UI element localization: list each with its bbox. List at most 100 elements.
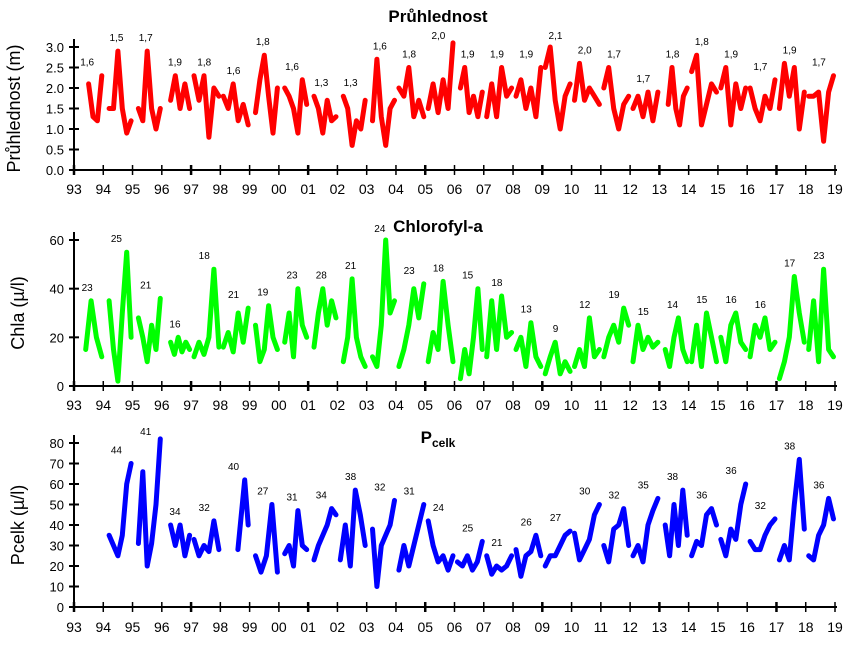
data-line-segment: [135, 436, 163, 569]
x-tick-label: 15: [710, 181, 726, 197]
annual-mean-label: 1,9: [490, 50, 504, 61]
data-line-segment: [689, 52, 719, 128]
annual-mean-label: 38: [784, 441, 796, 452]
annual-mean-label: 35: [638, 480, 650, 491]
data-line-segment: [601, 305, 632, 360]
x-tick-label: 96: [154, 619, 170, 635]
annual-mean-label: 36: [726, 466, 738, 477]
y-tick-label: 2.0: [46, 81, 64, 96]
x-tick-label: 93: [66, 397, 82, 413]
annual-mean-label: 18: [491, 278, 503, 289]
annual-mean-label: 36: [696, 491, 708, 502]
annual-mean-label: 32: [199, 503, 211, 514]
x-tick-label: 08: [505, 619, 521, 635]
x-tick-label: 03: [359, 181, 375, 197]
annual-mean-label: 1,9: [168, 58, 182, 69]
chart-title: Průhlednost: [388, 7, 488, 26]
x-tick-label: 97: [183, 181, 199, 197]
annual-mean-label: 38: [667, 472, 679, 483]
y-tick-label: 0.5: [46, 143, 64, 158]
x-tick-label: 14: [681, 619, 697, 635]
annual-mean-label: 21: [228, 290, 240, 301]
x-tick-label: 01: [300, 181, 316, 197]
data-line-segment: [806, 73, 836, 144]
annual-mean-label: 26: [521, 517, 533, 528]
y-tick-label: 60: [50, 233, 64, 248]
annual-mean-label: 21: [140, 280, 152, 291]
chart-title-text: Chlorofyl-a: [393, 217, 483, 236]
annual-mean-label: 1,7: [636, 74, 650, 85]
data-line-segment: [282, 77, 310, 136]
annual-mean-label: 25: [111, 234, 123, 245]
annual-mean-label: 27: [257, 487, 269, 498]
annual-mean-label: 44: [111, 446, 123, 457]
x-tick-label: 07: [476, 619, 492, 635]
chart-title: Chlorofyl-a: [393, 217, 483, 236]
data-line-segment: [168, 334, 193, 357]
x-tick-label: 13: [652, 397, 668, 413]
annual-mean-label: 32: [608, 491, 620, 502]
data-line-segment: [542, 528, 573, 569]
x-tick-label: 96: [154, 181, 170, 197]
y-tick-label: 10: [50, 580, 64, 595]
data-line-segment: [340, 93, 368, 148]
data-line-segment: [425, 278, 456, 365]
annual-mean-label: 28: [316, 271, 328, 282]
x-tick-label: 01: [300, 619, 316, 635]
x-tick-label: 07: [476, 181, 492, 197]
x-tick-label: 06: [447, 619, 463, 635]
annual-mean-label: 19: [608, 290, 620, 301]
x-tick-label: 18: [798, 619, 814, 635]
x-tick-label: 95: [125, 619, 141, 635]
annual-mean-label: 23: [813, 251, 825, 262]
annual-mean-label: 15: [696, 295, 708, 306]
x-tick-label: 05: [417, 619, 433, 635]
annual-mean-label: 21: [491, 538, 503, 549]
x-tick-label: 16: [739, 181, 755, 197]
chart-title-subscript: celk: [432, 436, 456, 450]
data-line-segment: [630, 89, 661, 124]
data-line-segment: [484, 553, 515, 577]
x-tick-label: 12: [622, 181, 638, 197]
data-line-segment: [253, 502, 280, 575]
x-tick-label: 15: [710, 619, 726, 635]
x-tick-label: 95: [125, 397, 141, 413]
data-line-segment: [425, 40, 456, 116]
x-tick-label: 99: [242, 397, 258, 413]
data-line-segment: [601, 65, 632, 132]
y-tick-label: 1.5: [46, 102, 64, 117]
annual-mean-label: 38: [345, 472, 357, 483]
data-line-segment: [425, 518, 456, 573]
y-tick-label: 40: [50, 282, 64, 297]
annual-mean-label: 32: [755, 501, 767, 512]
x-tick-label: 01: [300, 397, 316, 413]
annual-mean-label: 41: [140, 427, 152, 438]
data-line-segment: [454, 538, 485, 573]
annual-mean-label: 2,0: [578, 45, 592, 56]
annual-mean-label: 1,8: [402, 50, 416, 61]
data-line-segment: [689, 506, 719, 559]
annual-mean-label: 1,9: [519, 50, 533, 61]
data-line-segment: [220, 81, 251, 128]
x-tick-label: 05: [417, 181, 433, 197]
data-line-segment: [235, 477, 251, 553]
annual-mean-label: 24: [433, 503, 445, 514]
x-tick-label: 95: [125, 181, 141, 197]
data-line-segment: [747, 77, 778, 124]
x-tick-label: 18: [798, 181, 814, 197]
annual-mean-label: 18: [433, 263, 445, 274]
data-line-segment: [311, 286, 339, 350]
x-tick-label: 04: [388, 619, 404, 635]
chart-title-text: P: [421, 428, 432, 447]
annual-mean-label: 16: [755, 300, 767, 311]
data-line-segment: [191, 266, 222, 360]
annual-mean-label: 1,9: [461, 50, 475, 61]
annual-mean-label: 16: [169, 319, 181, 330]
data-line-segment: [718, 310, 749, 365]
x-tick-label: 00: [271, 619, 287, 635]
annual-mean-label: 32: [374, 482, 386, 493]
x-tick-label: 18: [798, 397, 814, 413]
data-line-segment: [572, 315, 602, 369]
